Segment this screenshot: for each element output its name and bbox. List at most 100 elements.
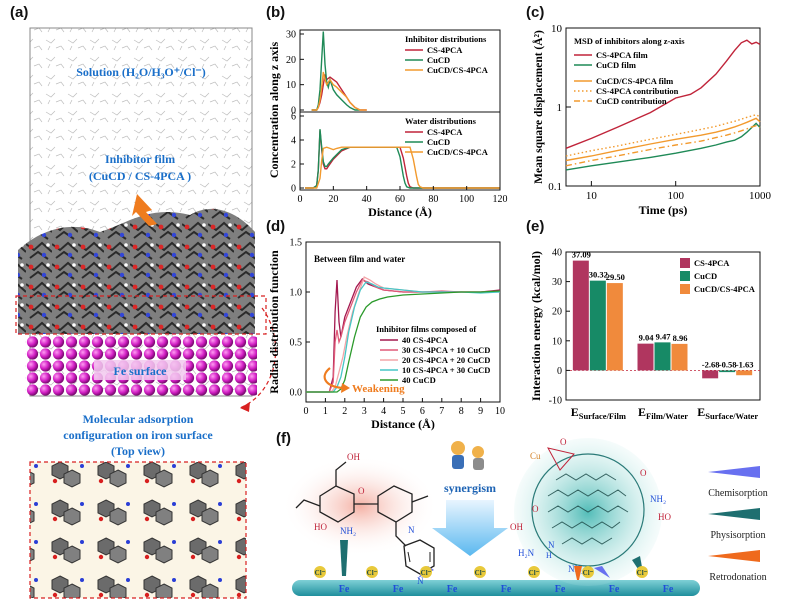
e-legend-swatch — [680, 258, 690, 268]
d-ytick-label: 0.5 — [290, 338, 303, 349]
svg-text:N: N — [417, 576, 424, 586]
panel-c-label: (c) — [526, 4, 545, 21]
b-top-ytick-label: 30 — [286, 30, 296, 41]
d-xtick-label: 4 — [381, 406, 386, 417]
d-xtick-label: 0 — [304, 406, 309, 417]
e-bar — [637, 343, 654, 371]
atom-label: O — [560, 437, 567, 447]
e-bar-label: -1.63 — [736, 359, 754, 369]
b-top-series-line — [311, 71, 367, 111]
atom-label: OH — [347, 452, 360, 462]
e-ytick-label: 20 — [552, 307, 562, 318]
d-xlabel: Distance (Å) — [371, 417, 435, 431]
b-bottom-legend-title: Water distributions — [405, 116, 477, 126]
d-ytick-label: 1.0 — [290, 288, 303, 299]
adsorption-label-line3: (Top view) — [111, 444, 165, 458]
e-ytick-label: 0 — [557, 366, 562, 377]
panel-e-label: (e) — [526, 218, 545, 235]
e-bar — [572, 260, 589, 371]
c-xtick-label: 10 — [586, 190, 598, 202]
fe-atom-label: Fe — [339, 584, 350, 595]
b-bottom-xtick-label: 40 — [362, 194, 372, 205]
chloride-ion — [420, 566, 432, 578]
fe-atom-label: Fe — [501, 584, 512, 595]
e-bar — [736, 370, 753, 376]
e-category-label: ESurface/Water — [697, 405, 758, 421]
c-series-line — [565, 113, 761, 157]
d-xtick-label: 2 — [342, 406, 347, 417]
physisorption-legend-icon — [708, 508, 760, 520]
e-bar-label: 8.96 — [673, 333, 688, 343]
c-legend-label: CS-4PCA contribution — [596, 86, 679, 96]
adsorption-label-line2: configuration on iron surface — [63, 428, 213, 442]
atom-label: NH₂ — [340, 526, 356, 536]
film-label-line2: (CuCD / CS-4PCA ) — [89, 169, 191, 183]
c-legend-label: CS-4PCA film — [596, 50, 648, 60]
panel-d-label: (d) — [266, 218, 286, 235]
c-xtick-label: 1000 — [749, 190, 772, 202]
e-bar-label: 29.50 — [606, 272, 625, 282]
c-xlabel: Time (ps) — [639, 203, 688, 217]
chloride-ion — [314, 566, 326, 578]
chloride-label: Cl⁻ — [583, 569, 594, 577]
b-bottom-series-line — [305, 146, 500, 189]
c-series-line — [565, 39, 761, 149]
d-xtick-label: 8 — [459, 406, 464, 417]
d-xtick-label: 1 — [323, 406, 328, 417]
synergism-arrow — [432, 500, 508, 556]
retrodonation-legend-label: Retrodonation — [709, 572, 766, 583]
d-legend-label: 20 CS-4PCA + 20 CuCD — [402, 355, 490, 365]
chloride-ion — [366, 566, 378, 578]
c-legend-label: CuCD contribution — [596, 96, 667, 106]
c-legend-label: CuCD/CS-4PCA film — [596, 76, 673, 86]
e-legend-swatch — [680, 271, 690, 281]
b-top-legend-label: CS-4PCA — [427, 45, 463, 55]
iron-surface-bar — [292, 580, 700, 596]
atom-label: HO — [314, 522, 327, 532]
physisorption-legend-label: Physisorption — [710, 530, 765, 541]
e-bar-label: -0.58 — [719, 359, 737, 369]
atom-label: O — [640, 468, 647, 478]
chloride-label: Cl⁻ — [315, 569, 326, 577]
chloride-ion — [636, 566, 648, 578]
d-series-line — [306, 279, 501, 393]
retrodonation-legend-icon — [708, 550, 760, 562]
chloride-label: Cl⁻ — [421, 569, 432, 577]
atom-label: N — [548, 540, 555, 550]
d-legend-title: Inhibitor films composed of — [376, 324, 476, 334]
b-bottom-xtick-label: 120 — [493, 194, 508, 205]
e-bar — [589, 280, 606, 371]
e-bar-label: 9.47 — [656, 331, 672, 341]
e-category-label: EFilm/Water — [638, 405, 688, 421]
fe-surface-label: Fe surface — [114, 364, 168, 378]
b-bottom-xtick-label: 20 — [328, 194, 338, 205]
e-bar — [671, 343, 688, 371]
b-top-ytick-label: 10 — [286, 80, 296, 91]
b-bottom-xtick-label: 100 — [459, 194, 474, 205]
c-ytick-label: 10 — [551, 23, 563, 35]
d-ylabel: Radial distribution function — [267, 250, 281, 394]
d-series-line — [306, 290, 501, 393]
panel-b-label: (b) — [266, 4, 286, 21]
c-legend-label: CuCD film — [596, 60, 636, 70]
cs-4pca-molecule — [295, 461, 435, 575]
c-series-line — [565, 124, 761, 167]
fe-atom-label: Fe — [555, 584, 566, 595]
e-ylabel: Interaction energy (kcal/mol) — [529, 251, 543, 401]
chloride-label: Cl⁻ — [475, 569, 486, 577]
e-legend-swatch — [680, 284, 690, 294]
atom-label: HO — [658, 512, 671, 522]
b-top-ytick-label: 20 — [286, 55, 296, 66]
atom-label: OH — [510, 522, 523, 532]
panel-f-label: (f) — [276, 430, 291, 447]
e-bar — [654, 342, 671, 371]
d-title: Between film and water — [314, 254, 405, 264]
e-bar — [702, 370, 719, 379]
fe-atom-label: Fe — [393, 584, 404, 595]
d-legend-label: 30 CS-4PCA + 10 CuCD — [402, 345, 490, 355]
svg-text:O: O — [358, 486, 365, 496]
e-bar-label: -2.68 — [702, 359, 720, 369]
